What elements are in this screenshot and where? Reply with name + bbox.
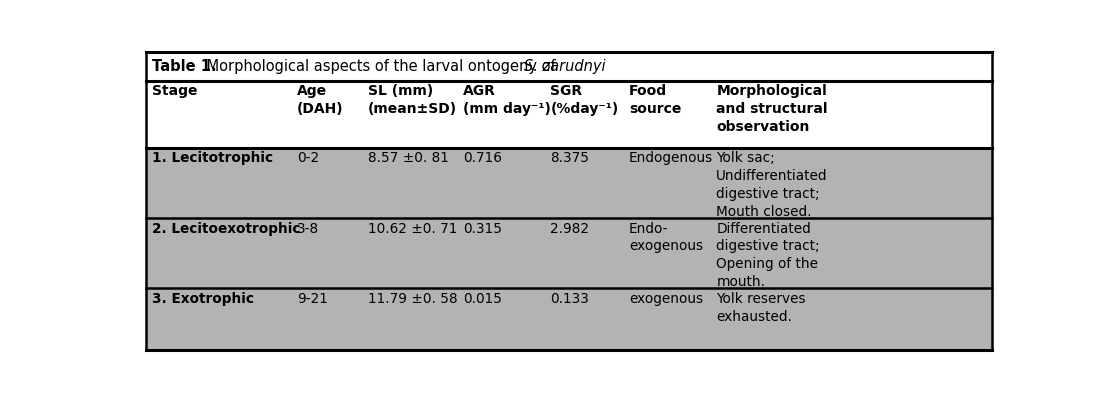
Text: 0.133: 0.133 [551, 292, 589, 306]
Text: 8.57 ±0. 81: 8.57 ±0. 81 [367, 151, 448, 165]
Text: 0.015: 0.015 [463, 292, 502, 306]
Text: 0.315: 0.315 [463, 222, 502, 236]
Bar [145, 148, 992, 218]
Bar [145, 218, 992, 288]
Text: Morphological aspects of the larval ontogeny of: Morphological aspects of the larval onto… [202, 59, 559, 74]
Text: Yolk reserves
exhausted.: Yolk reserves exhausted. [716, 292, 806, 324]
Bar [145, 288, 992, 350]
Text: Yolk sac;
Undifferentiated
digestive tract;
Mouth closed.: Yolk sac; Undifferentiated digestive tra… [716, 151, 828, 219]
Text: 10.62 ±0. 71: 10.62 ±0. 71 [367, 222, 457, 236]
Text: 2. Lecitoexotrophic: 2. Lecitoexotrophic [152, 222, 300, 236]
Text: 3-8: 3-8 [297, 222, 320, 236]
Text: Stage: Stage [152, 84, 198, 98]
Text: SL (mm)
(mean±SD): SL (mm) (mean±SD) [367, 84, 456, 116]
Text: 0-2: 0-2 [297, 151, 320, 165]
Text: Age
(DAH): Age (DAH) [297, 84, 344, 116]
Text: Morphological
and structural
observation: Morphological and structural observation [716, 84, 828, 134]
Text: 2.982: 2.982 [551, 222, 589, 236]
Text: Endo-
exogenous: Endo- exogenous [629, 222, 704, 254]
Bar [145, 81, 992, 148]
Text: 8.375: 8.375 [551, 151, 589, 165]
Text: Endogenous: Endogenous [629, 151, 714, 165]
Text: Table 1.: Table 1. [152, 59, 216, 74]
Text: AGR
(mm day⁻¹): AGR (mm day⁻¹) [463, 84, 551, 116]
Text: 11.79 ±0. 58: 11.79 ±0. 58 [367, 292, 457, 306]
Text: 3. Exotrophic: 3. Exotrophic [152, 292, 254, 306]
Text: S. zarudnyi: S. zarudnyi [524, 59, 606, 74]
Text: Food
source: Food source [629, 84, 682, 116]
Text: Differentiated
digestive tract;
Opening of the
mouth.: Differentiated digestive tract; Opening … [716, 222, 820, 289]
Text: 9-21: 9-21 [297, 292, 329, 306]
Text: SGR
(%day⁻¹): SGR (%day⁻¹) [551, 84, 618, 116]
Text: 1. Lecitotrophic: 1. Lecitotrophic [152, 151, 273, 165]
Text: 0.716: 0.716 [463, 151, 502, 165]
Text: exogenous: exogenous [629, 292, 704, 306]
